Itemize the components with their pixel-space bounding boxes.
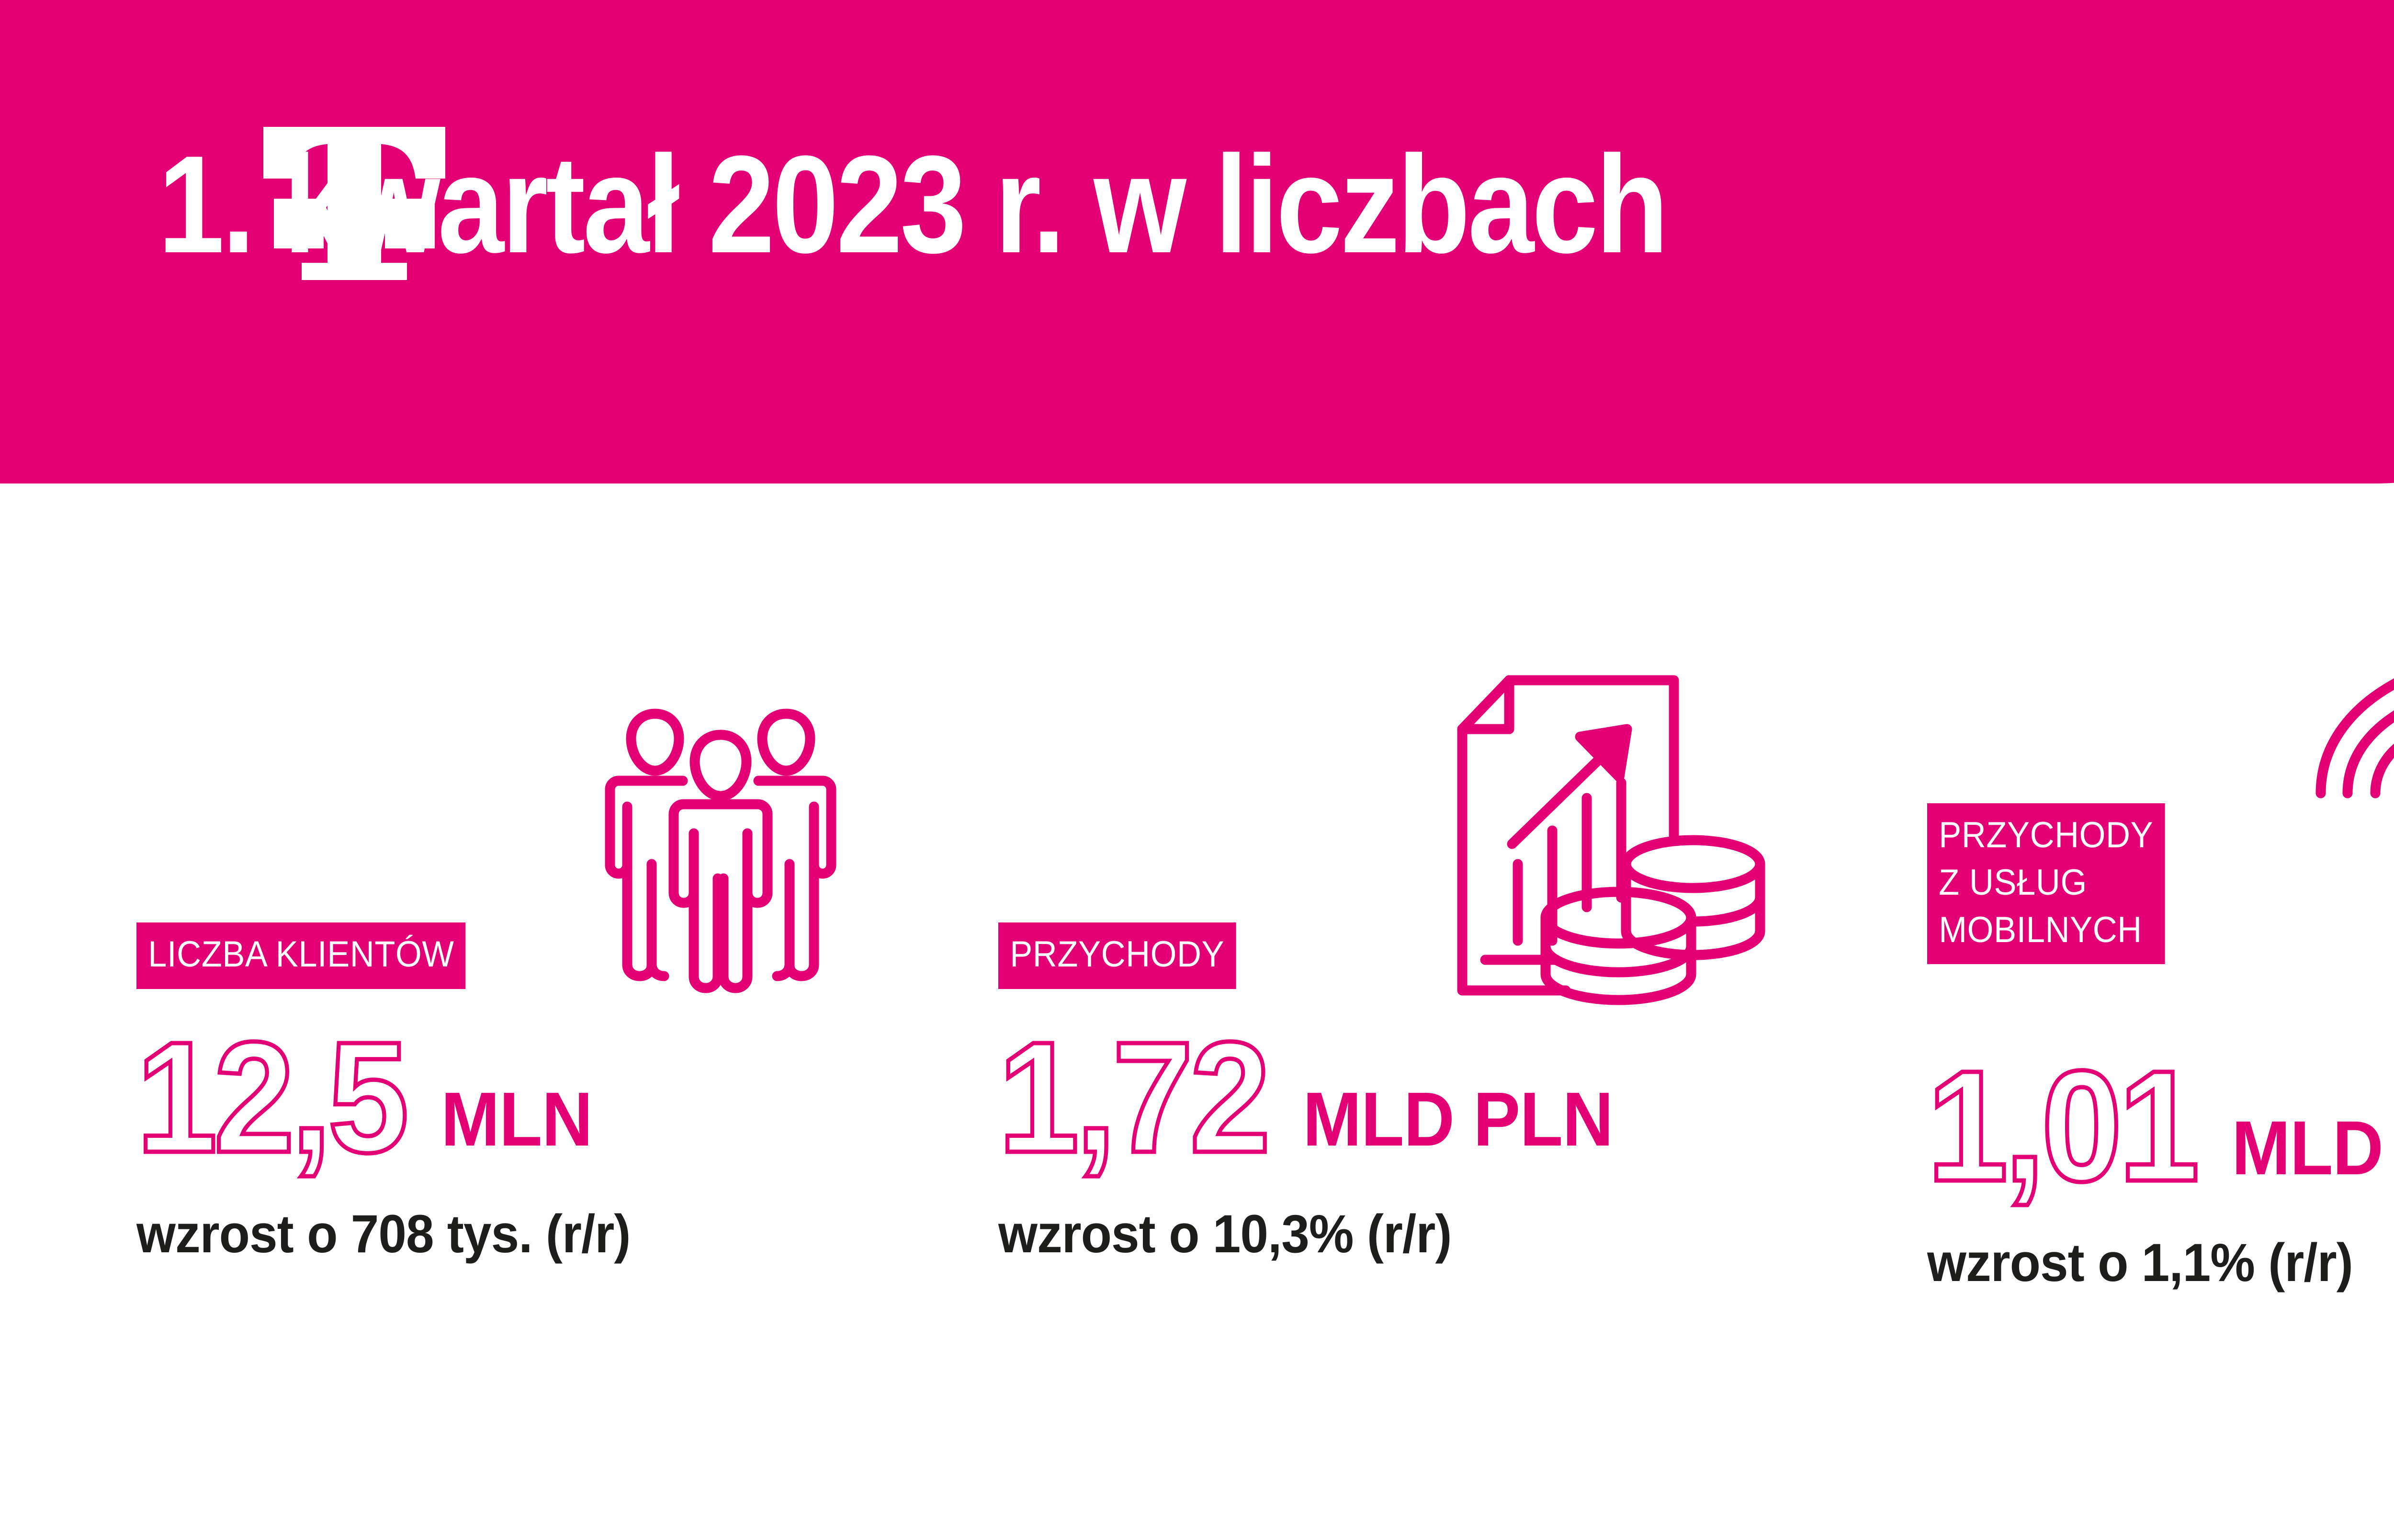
stat-card-przychody-mobilne: PRZYCHODY Z USŁUG MOBILNYCH 1,01 MLD PLN…: [1925, 637, 2394, 1355]
stat-card-liczba-klientow: LICZBA KLIENTÓW 12,5 MLN wzrost o 708 ty…: [135, 637, 864, 1355]
three-people-icon: [603, 687, 838, 993]
stat-badge: LICZBA KLIENTÓW: [136, 922, 466, 989]
stat-value-row: 1,72 MLD PLN: [996, 1009, 1640, 1185]
stat-value: 1,72: [996, 1009, 1273, 1185]
stat-caption: wzrost o 10,3% (r/r): [998, 1204, 1452, 1264]
stat-value: 12,5: [135, 1009, 411, 1185]
stat-value-row: 1,01 MLD PLN: [1925, 1037, 2394, 1214]
stat-card-przychody: PRZYCHODY 1,72 MLD PLN wzrost o 10,3% (r…: [996, 637, 1812, 1355]
t-mobile-logo-icon: [263, 127, 445, 280]
smartphone-signal-coins-icon: [2286, 653, 2394, 1008]
stat-unit: MLN: [441, 1076, 593, 1162]
stat-value: 1,01: [1925, 1037, 2202, 1214]
stat-caption: wzrost o 1,1% (r/r): [1927, 1233, 2353, 1293]
stat-caption: wzrost o 708 tys. (r/r): [136, 1204, 631, 1264]
stat-badge: PRZYCHODY Z USŁUG MOBILNYCH: [1927, 803, 2165, 965]
stat-unit: MLD PLN: [1303, 1076, 1614, 1162]
stat-unit: MLD PLN: [2232, 1104, 2394, 1191]
stat-value-row: 12,5 MLN: [135, 1009, 606, 1185]
stat-badge: PRZYCHODY: [998, 922, 1236, 989]
document-chart-coins-icon: [1398, 673, 1781, 1005]
